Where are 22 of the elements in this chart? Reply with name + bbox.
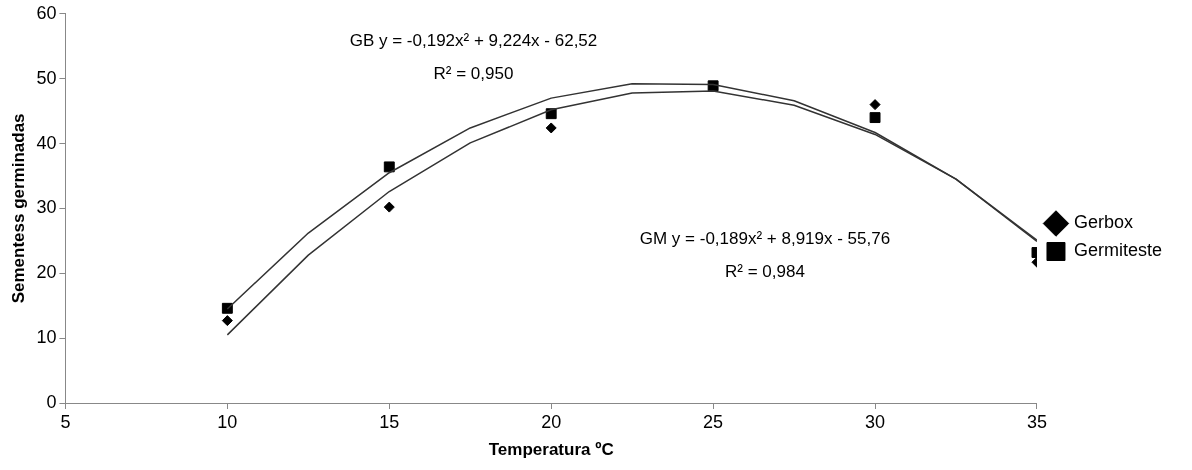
legend-label: Gerbox [1073, 212, 1134, 233]
y-tick-label: 20 [36, 262, 57, 283]
y-axis-title: Sementess germinadas [8, 113, 28, 304]
x-tick-label: 25 [703, 411, 724, 432]
x-axis-title: Temperatura ºC [488, 440, 614, 460]
x-tick-label: 20 [541, 411, 562, 432]
x-tick-label: 30 [865, 411, 886, 432]
y-tick-label: 30 [36, 197, 57, 218]
y-tick-label: 0 [46, 391, 57, 412]
legend-label: Germiteste [1073, 240, 1163, 261]
y-tick-label: 40 [36, 132, 57, 153]
x-tick-label: 5 [60, 411, 71, 432]
annotation: R² = 0,984 [725, 262, 805, 282]
x-tick-label: 15 [379, 411, 400, 432]
y-tick-label: 60 [36, 2, 57, 23]
x-tick-label: 35 [1026, 411, 1047, 432]
annotation: R² = 0,950 [433, 63, 514, 83]
annotation: GB y = -0,192x² + 9,224x - 62,52 [349, 30, 598, 50]
y-tick-label: 50 [36, 67, 57, 88]
y-tick-label: 10 [36, 327, 57, 348]
annotation: GM y = -0,189x² + 8,919x - 55,76 [639, 229, 891, 249]
x-tick-label: 10 [217, 411, 238, 432]
